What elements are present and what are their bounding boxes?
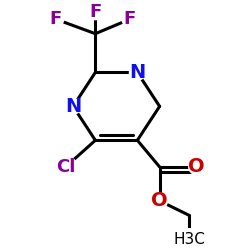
Text: Cl: Cl: [56, 158, 75, 176]
Text: O: O: [151, 191, 168, 210]
Circle shape: [152, 193, 168, 208]
Text: O: O: [188, 158, 205, 176]
Circle shape: [178, 229, 201, 250]
Circle shape: [88, 4, 103, 20]
Circle shape: [122, 12, 138, 27]
Text: F: F: [124, 10, 136, 28]
Circle shape: [189, 159, 204, 175]
Text: F: F: [50, 10, 62, 28]
Circle shape: [54, 156, 77, 178]
Circle shape: [65, 98, 81, 114]
Circle shape: [130, 65, 145, 80]
Text: H3C: H3C: [173, 232, 205, 247]
Text: N: N: [129, 63, 146, 82]
Text: N: N: [65, 97, 81, 116]
Circle shape: [48, 12, 64, 27]
Text: F: F: [89, 3, 102, 21]
